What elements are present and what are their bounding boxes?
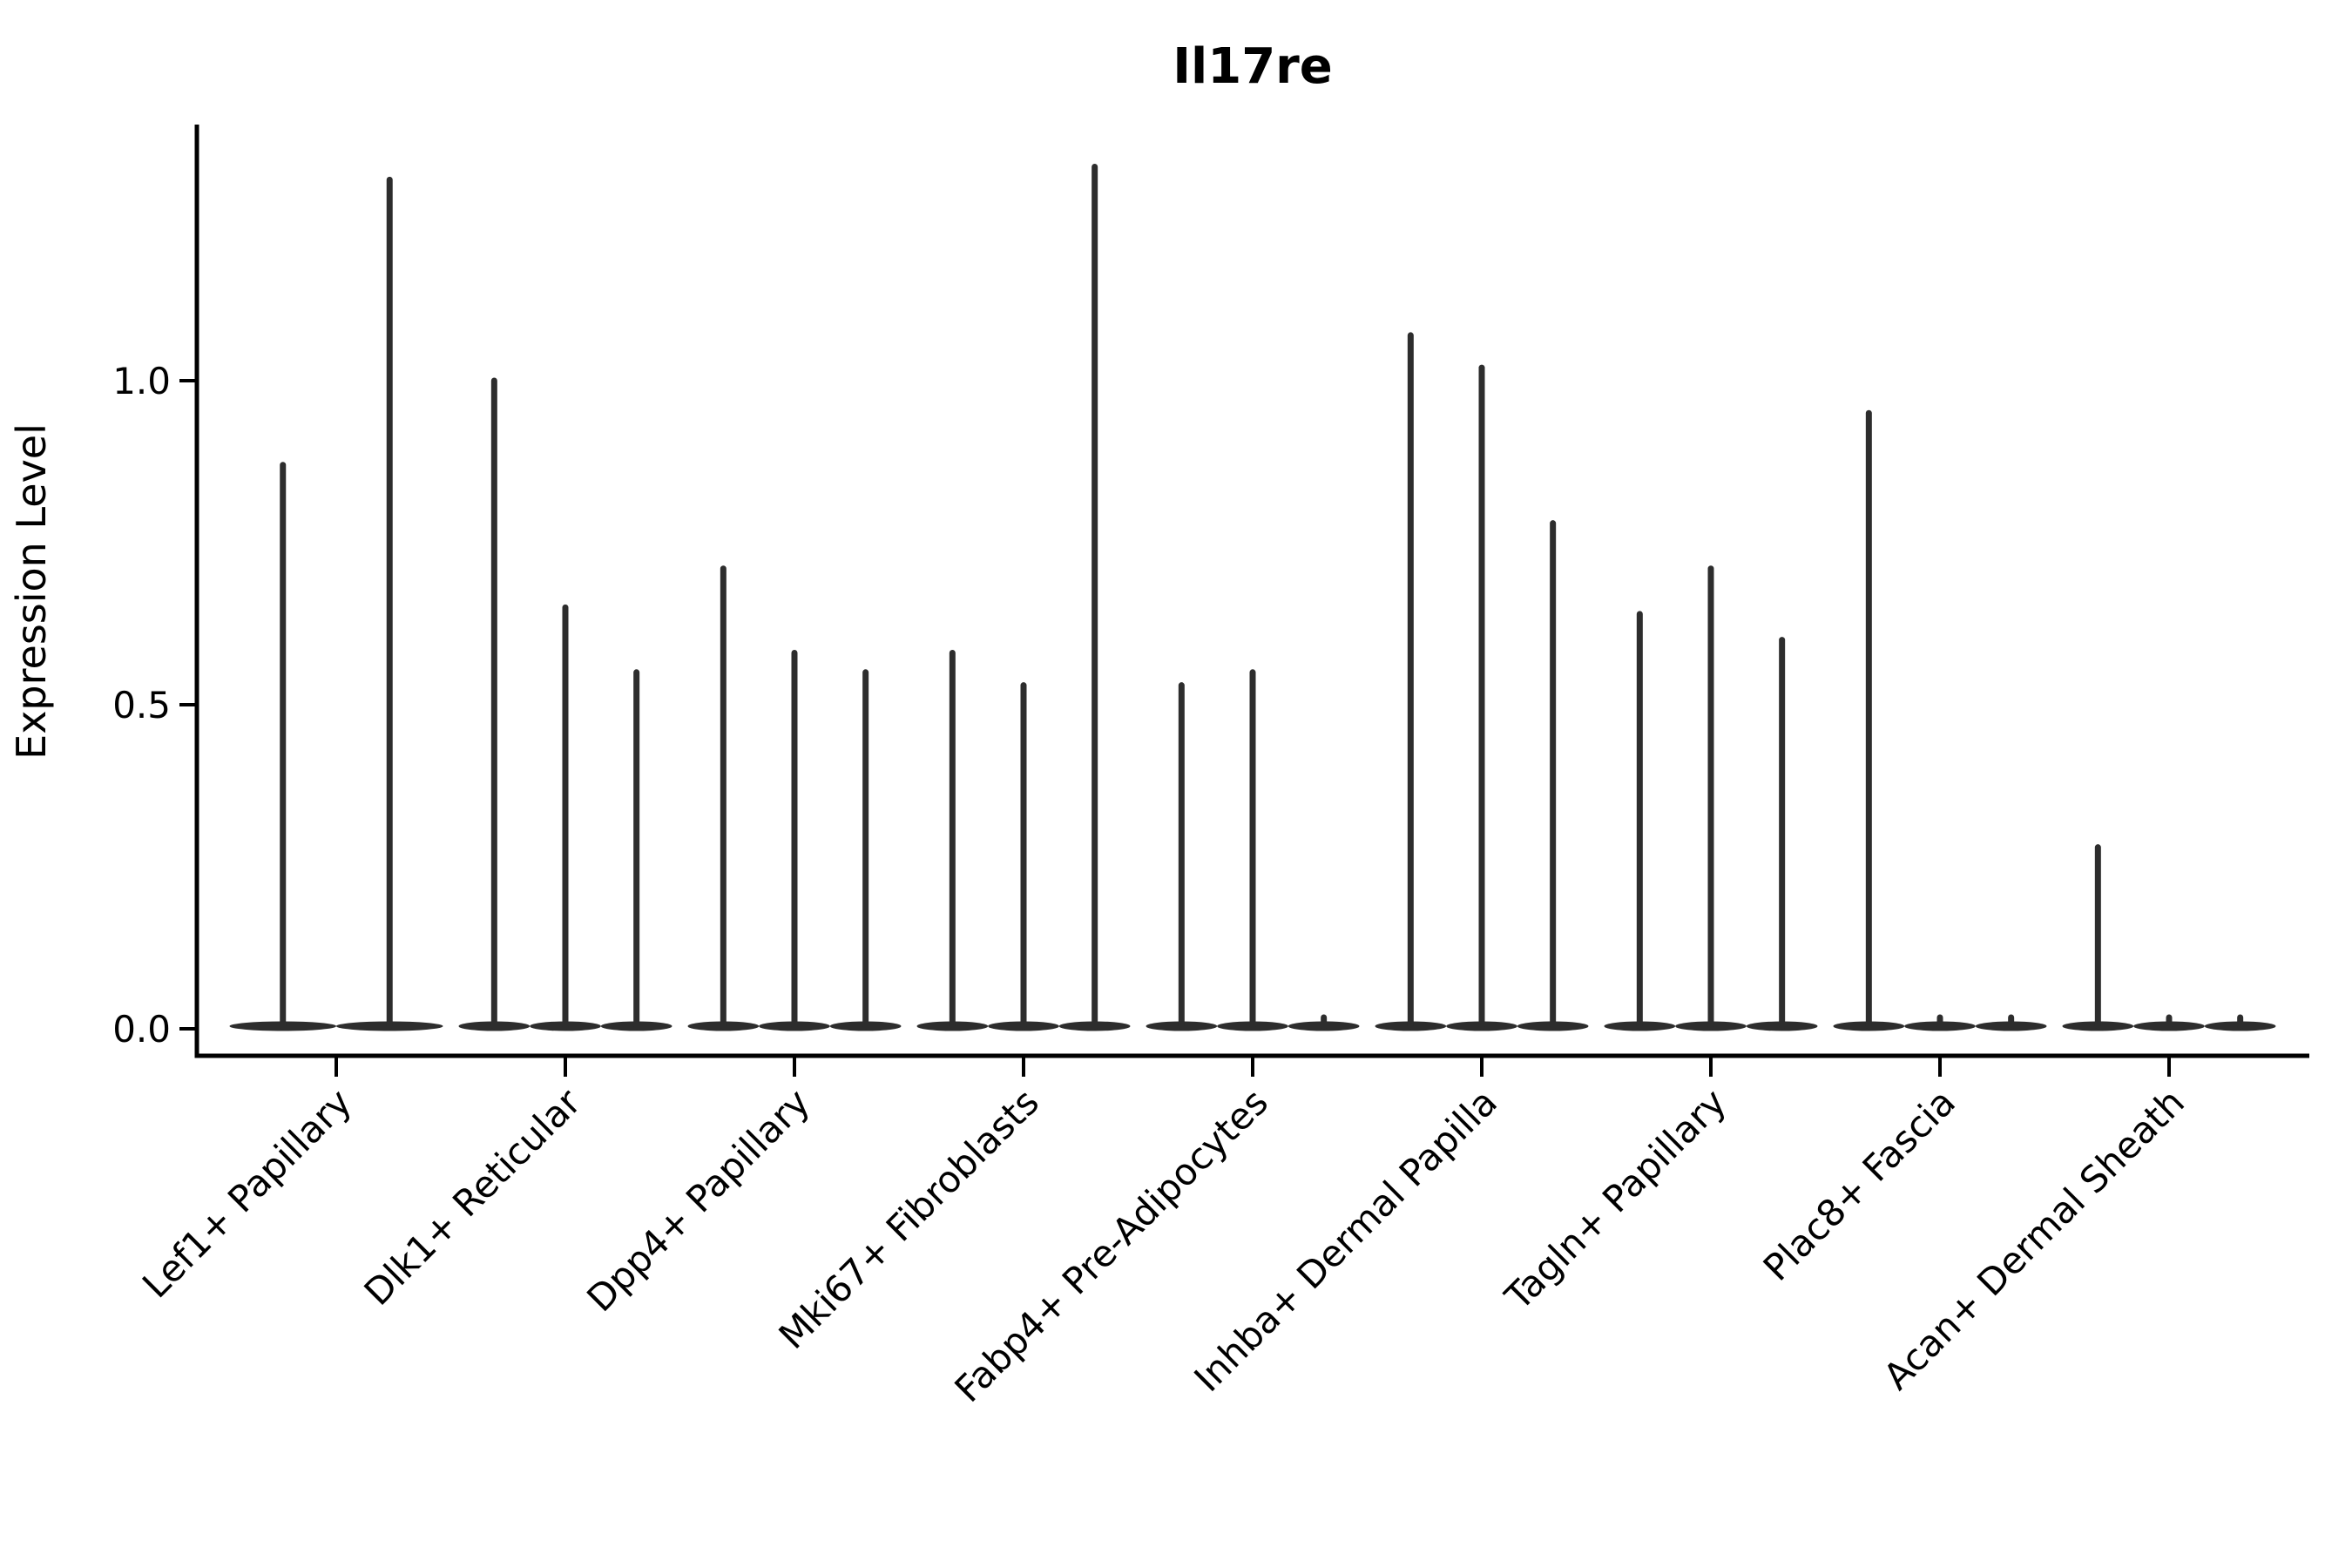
x-tick-label: Mki67+ Fibroblasts <box>771 1080 1047 1356</box>
violin-group <box>916 163 1131 1031</box>
chart-title: Il17re <box>1173 38 1333 95</box>
x-tick-label: Plac8+ Fascia <box>1755 1080 1963 1288</box>
violin-group <box>1833 409 2047 1031</box>
y-axis-ticks: 0.0 0.5 1.0 <box>112 360 197 1051</box>
violin-group <box>2062 844 2276 1031</box>
violin-group <box>458 377 672 1031</box>
x-tick-label: Dpp4+ Papillary <box>578 1080 818 1320</box>
x-tick-label: Tagln+ Papillary <box>1497 1080 1734 1318</box>
x-tick-label: Dlk1+ Reticular <box>356 1080 590 1314</box>
axes-spines <box>194 125 2309 1058</box>
violin-group <box>1146 669 1360 1031</box>
y-tick-label: 0.5 <box>112 684 171 727</box>
y-tick-label: 1.0 <box>112 360 171 402</box>
y-tick-label: 0.0 <box>112 1008 171 1051</box>
violin-group <box>687 565 902 1031</box>
violin-group <box>1375 332 1589 1031</box>
violins-layer <box>229 163 2276 1031</box>
x-tick-label: Lef1+ Papillary <box>134 1080 360 1306</box>
violin-group <box>229 176 443 1031</box>
y-axis-label: Expression Level <box>8 423 55 760</box>
violin-group <box>1604 565 1818 1031</box>
